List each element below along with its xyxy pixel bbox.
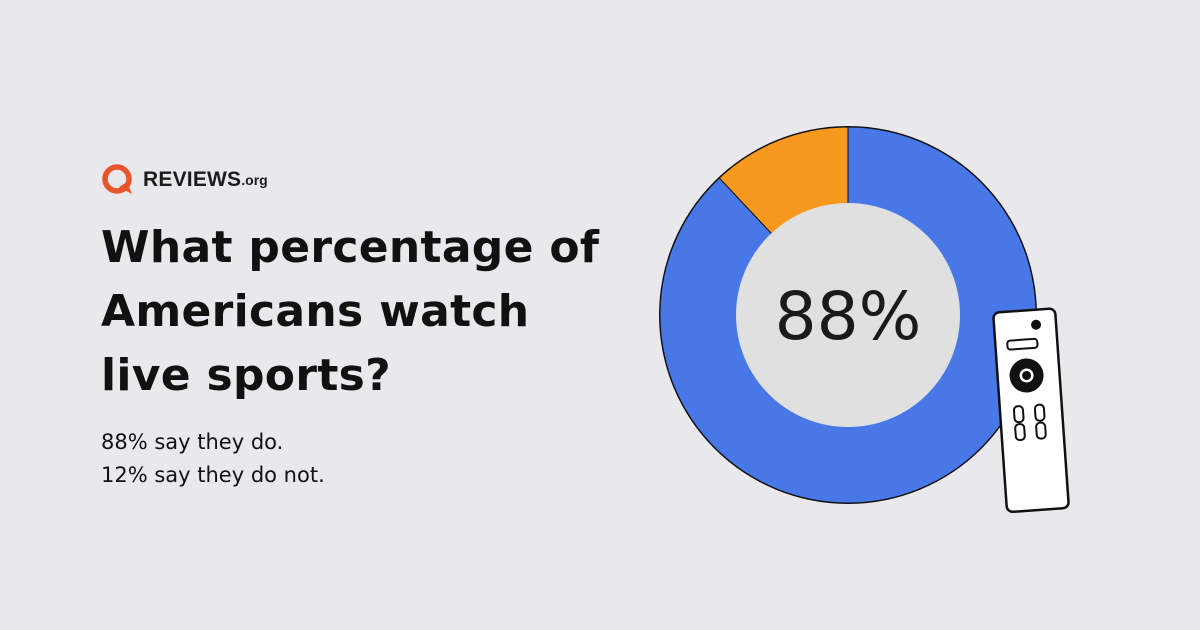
subtext-line-1: 88% say they do. [101,430,284,454]
headline-line-3: live sports? [101,350,391,401]
brand-name: REVIEWS [143,168,242,191]
brand-suffix: .org [241,172,268,188]
brand-logo[interactable]: REVIEWS .org [101,160,661,200]
donut-center [736,203,960,427]
text-panel: REVIEWS .org What percentage of Americans… [101,160,661,492]
headline-line-2: Americans watch [101,286,530,337]
subtext-line-2: 12% say they do not. [101,463,325,487]
headline: What percentage of Americans watch live … [101,216,661,408]
headline-line-1: What percentage of [101,222,600,273]
center-label: 88% [775,278,922,355]
speech-bubble-q-icon [102,164,132,194]
tv-remote-icon [992,307,1070,514]
subtext: 88% say they do. 12% say they do not. [101,426,661,492]
